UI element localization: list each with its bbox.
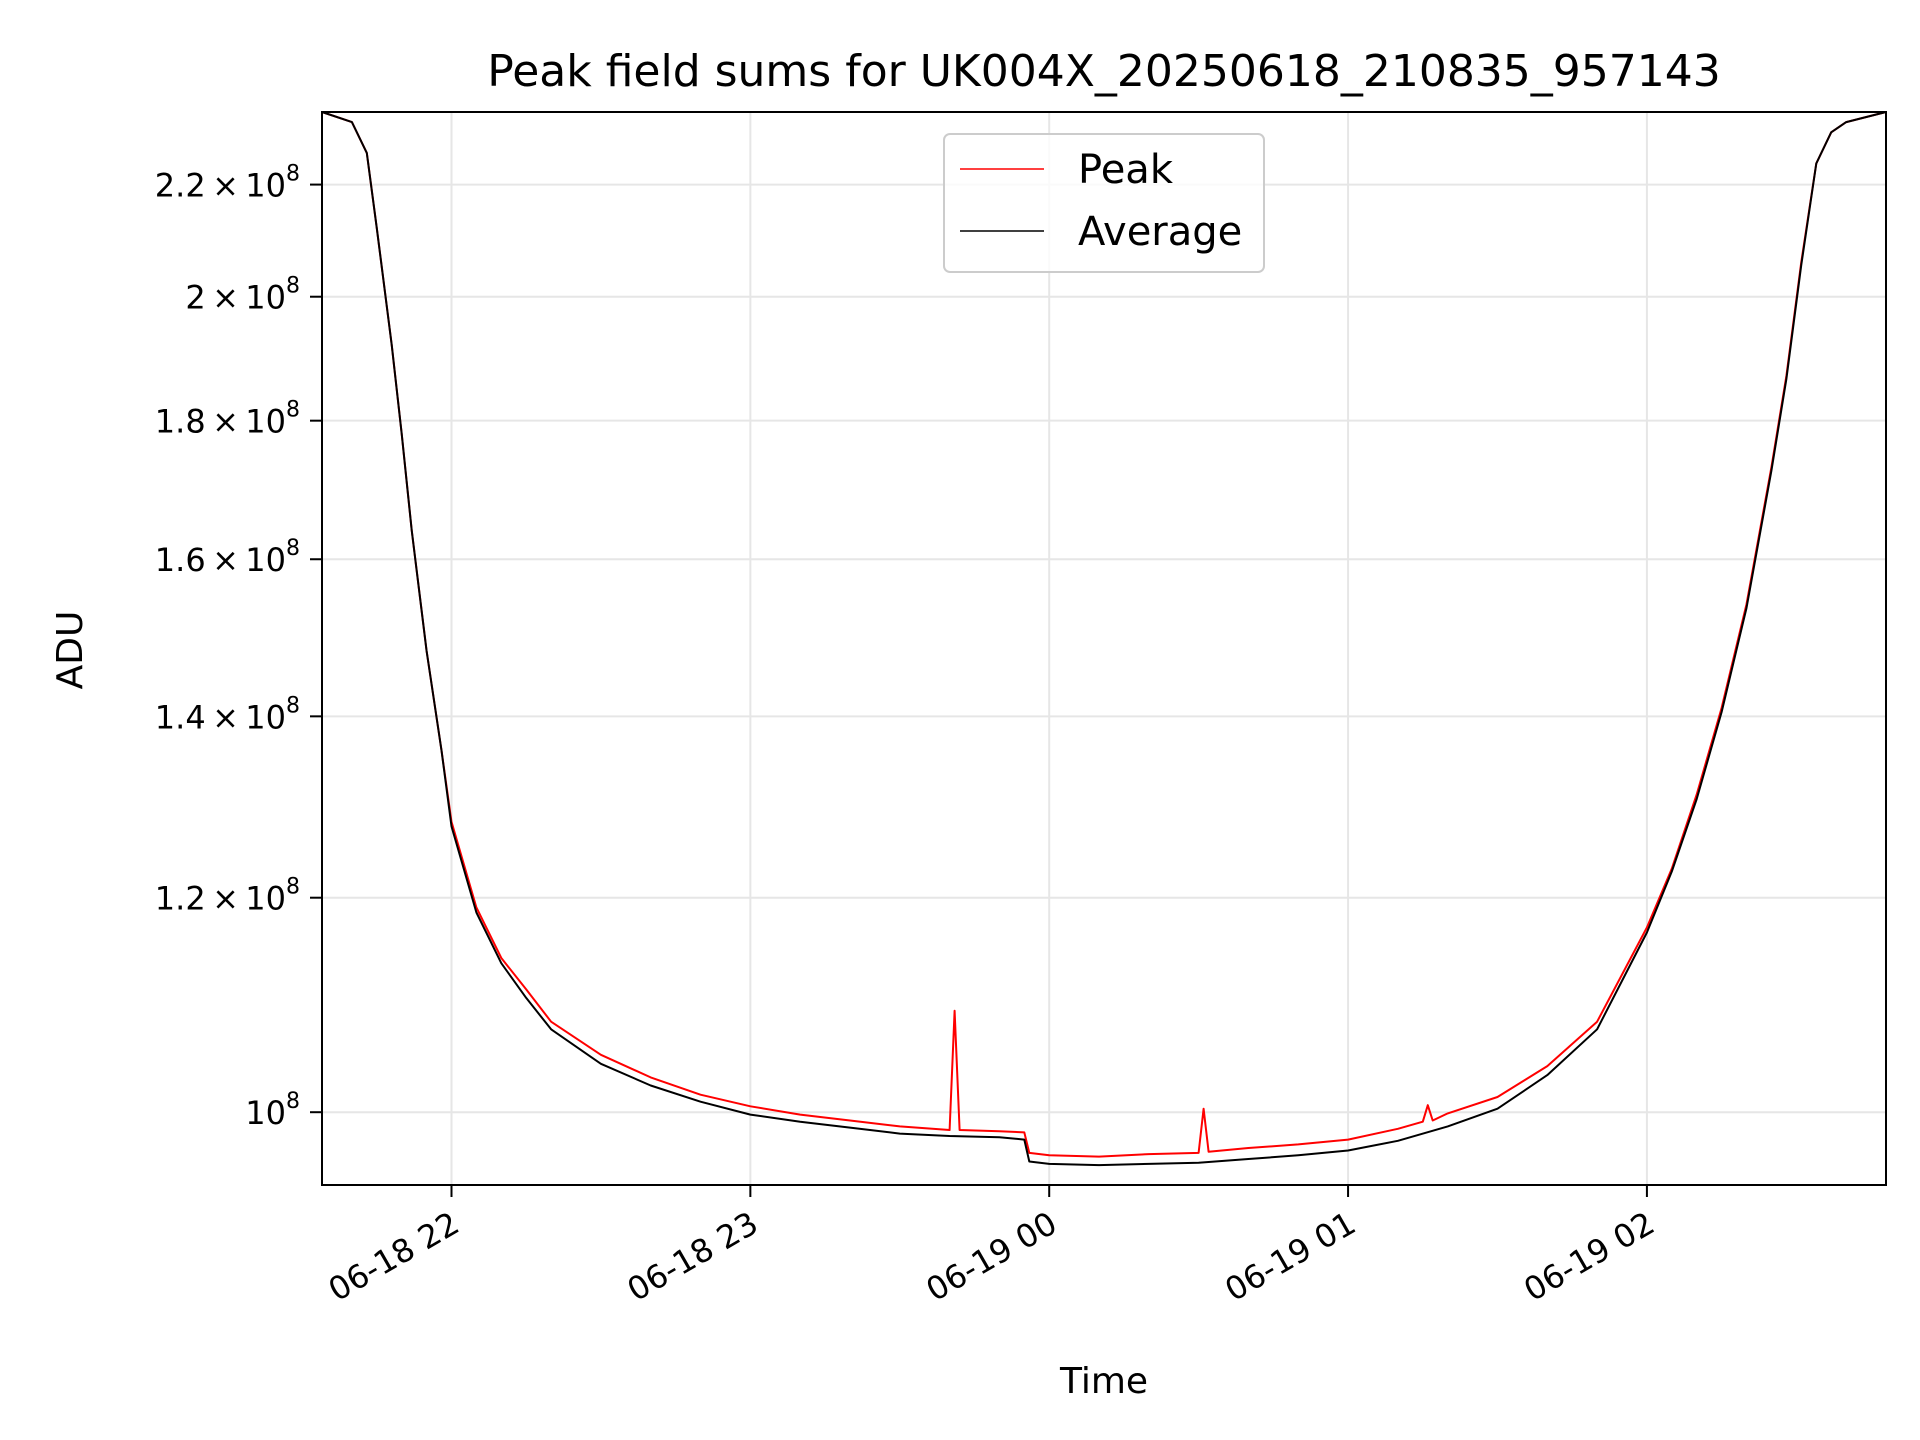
x-axis-label: Time [1059, 1361, 1148, 1402]
y-tick-label: 1.8 × 108 [155, 398, 300, 441]
y-tick-label: 2 × 108 [185, 274, 300, 317]
y-axis-ticks: 108 1.2 × 108 1.4 × 108 1.6 × 108 1.8 × 108 2… [155, 162, 322, 1132]
legend-label-peak: Peak [1078, 147, 1174, 193]
series-lines [321, 111, 1887, 1167]
legend: Peak Average [943, 133, 1265, 273]
y-axis-label: ADU [50, 611, 91, 690]
y-tick-label: 1.4 × 108 [155, 693, 300, 736]
y-tick-label: 2.2 × 108 [155, 162, 300, 205]
y-tick-label: 1.6 × 108 [155, 536, 300, 579]
grid-lines [322, 112, 1886, 1185]
plot-area-frame [321, 111, 1887, 1186]
legend-label-average: Average [1078, 209, 1242, 255]
chart-title: Peak field sums for UK004X_20250618_2108… [487, 46, 1721, 97]
series-line-peak [321, 111, 1887, 1158]
y-tick-label: 1.2 × 108 [155, 875, 300, 918]
series-line-average [321, 111, 1887, 1167]
y-tick-label: 108 [245, 1089, 300, 1132]
